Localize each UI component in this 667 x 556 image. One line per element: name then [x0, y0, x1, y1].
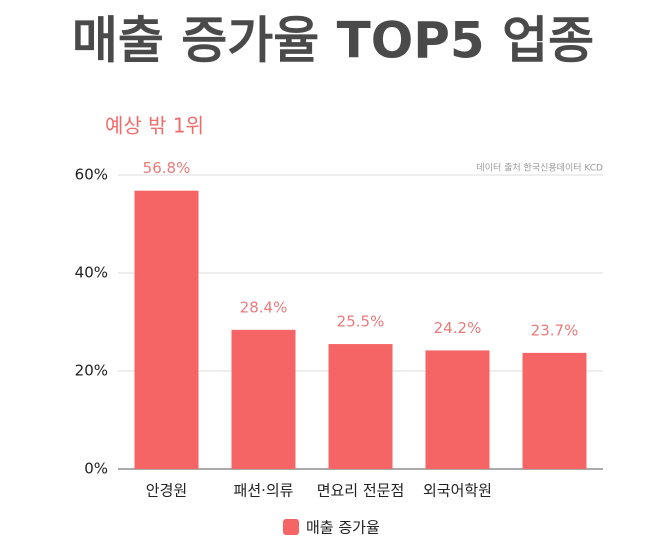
y-tick-label: 60%: [75, 166, 108, 184]
y-tick-label: 40%: [75, 264, 108, 282]
bar: [134, 190, 199, 469]
chart-subtitle: 예상 밖 1위: [105, 114, 204, 138]
x-tick-label: 외국어학원: [423, 482, 492, 500]
value-label: 25.5%: [337, 313, 385, 331]
x-tick-label: 안경원: [146, 482, 187, 500]
x-tick-label: 면요리 전문점: [317, 482, 405, 500]
source-note: 데이터 출처 한국신용데이터 KCD: [476, 162, 603, 174]
bar: [425, 350, 490, 469]
value-label: 24.2%: [434, 319, 482, 337]
value-label: 56.8%: [143, 159, 191, 177]
value-label: 28.4%: [240, 298, 288, 316]
bar: [328, 344, 393, 469]
y-tick-label: 20%: [75, 362, 108, 380]
bar: [522, 352, 587, 469]
legend-label: 매출 증가율: [306, 519, 380, 537]
chart-title: 매출 증가율 TOP5 업종: [72, 12, 594, 70]
value-label: 23.7%: [531, 321, 579, 339]
bar: [231, 329, 296, 469]
y-tick-label: 0%: [84, 460, 108, 478]
x-tick-label: 패션·의류: [234, 482, 294, 500]
legend-swatch: [283, 519, 299, 535]
